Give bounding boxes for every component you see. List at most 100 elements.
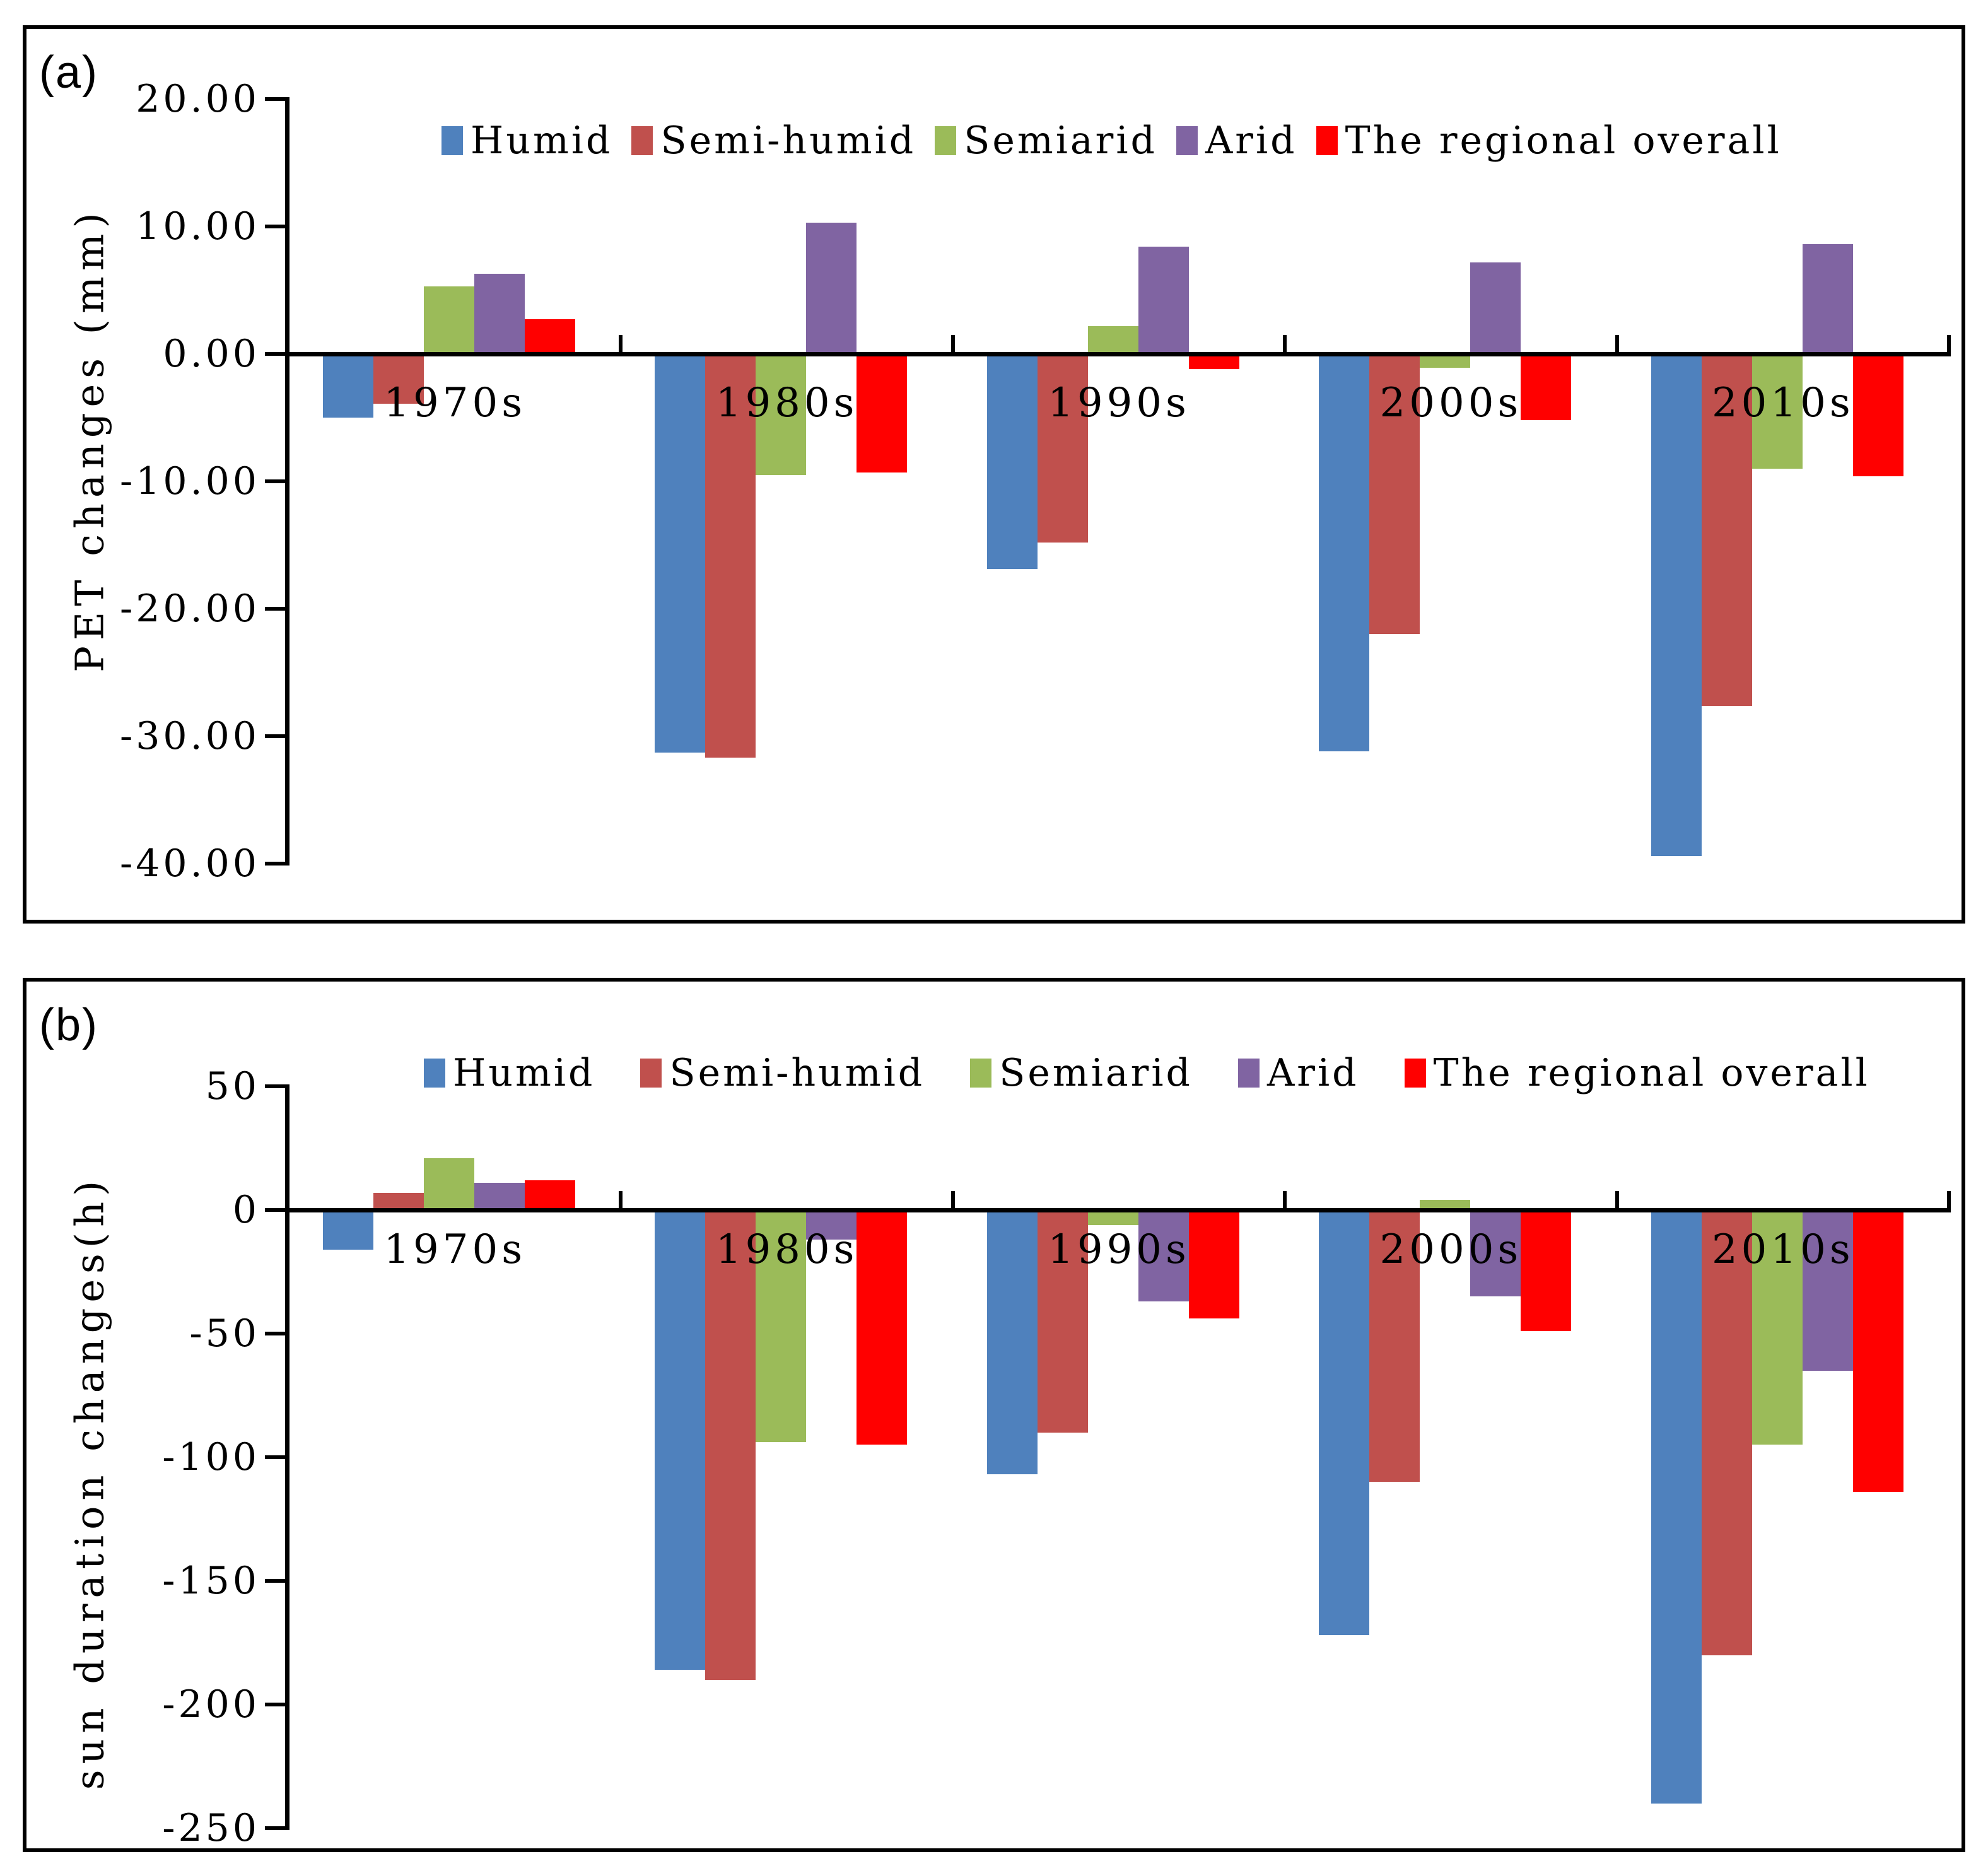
bar-semiarid-1970s: [424, 286, 474, 354]
y-axis-tick: [265, 1084, 285, 1088]
bar-the-regional-overall-1970s: [525, 1180, 575, 1210]
category-label-2000s: 2000s: [1379, 380, 1523, 426]
x-axis-tick: [1283, 1191, 1287, 1208]
bar-arid-1980s: [806, 222, 857, 354]
bar-arid-2010s: [1802, 244, 1853, 354]
panel-b-plot: 50 0 -50 -100 -150 -200 -250 1970s 1980s 1990s 200…: [26, 982, 1962, 1850]
x-axis-tick: [1947, 335, 1951, 352]
bar-arid-1980s: [806, 1210, 857, 1240]
y-tick-label-a-4: -20.00: [119, 587, 260, 631]
legend-item-humid: Humid: [441, 119, 612, 163]
legend-swatch-humid: [441, 126, 463, 155]
legend-item-arid: Arid: [1237, 1051, 1359, 1095]
y-axis-tick: [265, 352, 285, 356]
legend-swatch-the-regional-overall: [1404, 1059, 1426, 1088]
legend-item-semi-humid: Semi-humid: [640, 1051, 925, 1095]
category-label-2010s: 2010s: [1711, 1226, 1854, 1273]
panel-b: (b) sun duration changes(h) 50 0 -50 -100 -1…: [23, 978, 1965, 1852]
bar-semi-humid-1980s: [705, 1210, 756, 1680]
legend-swatch-semiarid: [935, 126, 957, 155]
bar-semi-humid-1970s: [373, 354, 424, 404]
bar-arid-1990s: [1138, 1210, 1189, 1302]
legend-label-semi-humid: Semi-humid: [669, 1051, 925, 1095]
y-axis-tick: [265, 225, 285, 228]
bar-semi-humid-1980s: [705, 354, 756, 758]
legend-swatch-semiarid: [970, 1059, 992, 1088]
y-axis-tick: [265, 1703, 285, 1706]
y-axis-tick: [265, 1579, 285, 1583]
bar-semiarid-1990s: [1087, 326, 1138, 354]
bar-the-regional-overall-1980s: [857, 1210, 908, 1445]
bar-the-regional-overall-2000s: [1521, 1210, 1572, 1332]
x-axis-line: [287, 1208, 1951, 1212]
y-tick-label-a-1: 10.00: [136, 204, 260, 249]
panel-a-plot: 20.00 10.00 0.00 -10.00 -20.00 -30.00 -40.00 19…: [26, 29, 1962, 920]
bar-arid-1970s: [474, 273, 525, 354]
category-label-1980s: 1980s: [715, 1226, 858, 1273]
legend-swatch-arid: [1176, 126, 1198, 155]
legend-item-the-regional-overall: The regional overall: [1404, 1051, 1870, 1095]
bar-the-regional-overall-1990s: [1188, 354, 1239, 370]
y-axis-tick: [265, 97, 285, 101]
x-axis-tick: [950, 1191, 955, 1208]
y-tick-label-b-5: -200: [162, 1682, 260, 1727]
x-axis-tick: [950, 335, 955, 352]
bar-humid-2010s: [1651, 1210, 1702, 1804]
bar-semiarid-1970s: [424, 1158, 474, 1210]
y-tick-label-b-0: 50: [205, 1064, 260, 1108]
y-tick-label-a-2: 0.00: [163, 332, 260, 376]
bar-semi-humid-2010s: [1701, 354, 1752, 706]
category-label-2010s: 2010s: [1711, 380, 1854, 426]
legend-swatch-the-regional-overall: [1316, 126, 1338, 155]
legend-item-arid: Arid: [1176, 119, 1297, 163]
bar-the-regional-overall-1970s: [525, 319, 575, 354]
bar-humid-1970s: [323, 354, 373, 418]
y-tick-label-a-3: -10.00: [119, 459, 260, 503]
legend-label-the-regional-overall: The regional overall: [1345, 119, 1782, 163]
y-tick-label-b-1: 0: [232, 1188, 260, 1232]
legend-label-humid: Humid: [471, 119, 613, 163]
y-tick-label-b-2: -50: [189, 1311, 260, 1356]
x-axis-line: [287, 352, 1951, 356]
y-axis-tick: [265, 1332, 285, 1335]
legend-item-semiarid: Semiarid: [970, 1051, 1193, 1095]
bar-semiarid-2000s: [1420, 1200, 1471, 1210]
legend-item-semi-humid: Semi-humid: [631, 119, 916, 163]
panel-b-label: (b): [39, 1000, 98, 1050]
bar-semi-humid-1970s: [373, 1192, 424, 1210]
y-tick-label-a-0: 20.00: [136, 77, 260, 121]
y-tick-label-b-3: -100: [162, 1435, 260, 1479]
bar-humid-2000s: [1319, 1210, 1370, 1636]
bar-humid-1980s: [655, 1210, 706, 1670]
category-label-1970s: 1970s: [383, 1226, 527, 1273]
bar-semi-humid-1990s: [1037, 1210, 1088, 1433]
legend-label-humid: Humid: [453, 1051, 595, 1095]
bar-humid-1970s: [323, 1210, 373, 1250]
y-tick-label-b-4: -150: [162, 1559, 260, 1603]
bar-arid-1990s: [1138, 247, 1189, 354]
y-tick-label-a-6: -40.00: [119, 842, 260, 886]
category-label-1980s: 1980s: [715, 380, 858, 426]
bar-arid-2000s: [1470, 1210, 1521, 1297]
bar-arid-1970s: [474, 1182, 525, 1210]
y-tick-label-a-5: -30.00: [119, 714, 260, 758]
category-label-2000s: 2000s: [1379, 1226, 1523, 1273]
legend-label-semiarid: Semiarid: [999, 1051, 1193, 1095]
legend-item-semiarid: Semiarid: [935, 119, 1157, 163]
bar-humid-2000s: [1319, 354, 1370, 752]
bar-the-regional-overall-1980s: [857, 354, 908, 472]
bar-semi-humid-1990s: [1037, 354, 1088, 543]
y-axis-line: [285, 1084, 289, 1830]
x-axis-tick: [1615, 1191, 1619, 1208]
y-axis-tick: [265, 1455, 285, 1459]
legend-label-semi-humid: Semi-humid: [660, 119, 916, 163]
legend-swatch-semi-humid: [631, 126, 653, 155]
legend-label-arid: Arid: [1266, 1051, 1359, 1095]
y-tick-label-b-6: -250: [162, 1806, 260, 1850]
bar-semiarid-2010s: [1751, 1210, 1803, 1445]
y-axis-line: [285, 97, 289, 866]
category-label-1990s: 1990s: [1048, 380, 1190, 426]
bar-humid-1990s: [986, 1210, 1038, 1475]
y-axis-tick: [265, 734, 285, 738]
bar-semiarid-1980s: [756, 1210, 807, 1443]
